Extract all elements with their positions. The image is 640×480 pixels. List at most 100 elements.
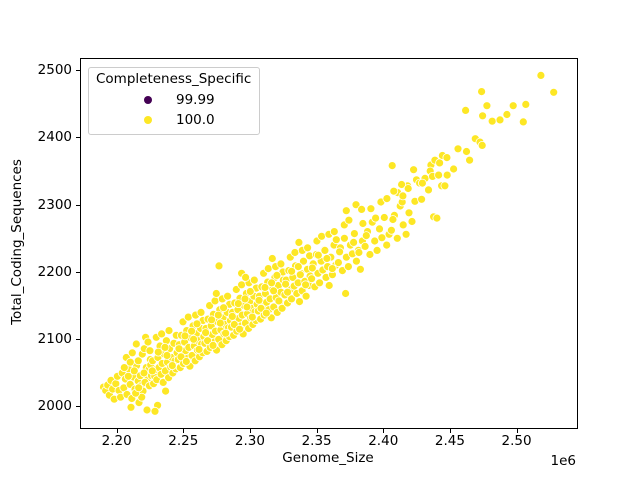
scatter-point xyxy=(269,285,279,295)
x-tick-label: 2.50 xyxy=(501,433,532,449)
scatter-point xyxy=(387,160,397,170)
scatter-point xyxy=(147,365,157,375)
scatter-point xyxy=(277,303,287,313)
scatter-point xyxy=(142,405,152,414)
scatter-point xyxy=(377,232,387,242)
scatter-point xyxy=(267,253,277,263)
scatter-point xyxy=(417,194,427,204)
scatter-point xyxy=(337,265,347,275)
x-axis-label: Genome_Size xyxy=(282,450,374,466)
scatter-point xyxy=(435,158,445,167)
x-tick-mark xyxy=(116,428,118,433)
scatter-point xyxy=(401,229,411,239)
scatter-point xyxy=(223,291,233,301)
scatter-point xyxy=(366,203,376,213)
scatter-point xyxy=(260,282,270,292)
scatter-point xyxy=(360,241,370,251)
scatter-point xyxy=(392,233,402,243)
scatter-point xyxy=(174,343,184,353)
scatter-point xyxy=(349,237,359,247)
scatter-point xyxy=(375,223,384,233)
y-tick-label: 2200 xyxy=(37,263,72,280)
scatter-point xyxy=(303,242,313,252)
scatter-point xyxy=(320,245,330,255)
scatter-point xyxy=(213,310,223,320)
scatter-point xyxy=(294,237,304,247)
scatter-point xyxy=(379,212,389,222)
x-tick-mark xyxy=(516,428,518,433)
scatter-point xyxy=(293,261,303,271)
scatter-point xyxy=(386,225,396,235)
scatter-point xyxy=(183,312,193,322)
scatter-point xyxy=(335,246,345,256)
scatter-point xyxy=(518,117,528,126)
scatter-point xyxy=(361,230,371,240)
scatter-point xyxy=(331,234,341,244)
scatter-point xyxy=(211,288,221,298)
scatter-point xyxy=(208,340,218,350)
scatter-point xyxy=(329,226,339,236)
scatter-point xyxy=(407,216,417,226)
scatter-point xyxy=(508,100,518,110)
scatter-point xyxy=(125,357,135,367)
y-axis-label: Total_Coding_Sequences xyxy=(9,159,25,325)
scatter-point xyxy=(324,280,334,290)
scatter-point xyxy=(237,279,247,289)
scatter-point xyxy=(295,296,304,306)
legend-entry-label: 99.99 xyxy=(176,91,215,108)
scatter-point xyxy=(307,263,317,272)
scatter-point xyxy=(315,277,325,287)
scatter-point xyxy=(153,347,163,357)
scatter-point xyxy=(355,264,365,274)
scatter-point xyxy=(207,314,217,324)
scatter-point xyxy=(404,207,414,217)
scatter-point xyxy=(461,105,471,115)
scatter-point xyxy=(313,250,323,260)
scatter-point xyxy=(139,368,149,377)
y-tick-label: 2100 xyxy=(37,331,72,348)
scatter-point xyxy=(398,219,408,229)
scatter-point xyxy=(398,190,408,200)
scatter-point xyxy=(465,155,475,165)
scatter-point xyxy=(371,213,381,223)
scatter-point xyxy=(409,164,419,174)
scatter-point xyxy=(432,213,442,223)
scatter-point xyxy=(281,279,291,289)
x-tick-label: 2.20 xyxy=(101,433,132,449)
y-tick-mark xyxy=(75,69,80,71)
y-tick-mark xyxy=(75,339,80,341)
x-tick-label: 2.30 xyxy=(234,433,265,449)
scatter-point xyxy=(482,100,492,110)
y-tick-label: 2300 xyxy=(37,196,72,213)
scatter-point xyxy=(449,164,459,173)
scatter-point xyxy=(187,326,196,336)
scatter-point xyxy=(194,344,204,354)
scatter-point xyxy=(549,87,559,97)
plot-area: Completeness_Specific 99.99 100.0 xyxy=(80,57,578,429)
scatter-point xyxy=(502,109,512,119)
x-axis-offset-label: 1e6 xyxy=(550,453,576,469)
scatter-point xyxy=(215,318,225,328)
scatter-point xyxy=(119,362,129,372)
scatter-point xyxy=(276,258,286,268)
scatter-point xyxy=(263,263,273,273)
scatter-point xyxy=(333,257,343,267)
scatter-point xyxy=(129,365,139,375)
x-tick-label: 2.25 xyxy=(168,433,199,449)
scatter-point xyxy=(235,324,245,334)
scatter-point xyxy=(181,356,191,366)
scatter-point xyxy=(299,256,308,266)
legend-marker-purple-icon xyxy=(144,95,152,104)
scatter-point xyxy=(403,183,413,193)
scatter-point xyxy=(245,286,255,296)
scatter-point xyxy=(487,116,497,126)
scatter-point xyxy=(137,392,147,402)
scatter-point xyxy=(322,253,332,263)
scatter-point xyxy=(167,360,177,370)
scatter-point xyxy=(210,295,220,305)
y-tick-mark xyxy=(75,406,80,408)
scatter-point xyxy=(370,236,380,245)
scatter-point xyxy=(354,247,364,257)
scatter-point xyxy=(287,266,297,276)
scatter-point xyxy=(201,327,210,337)
